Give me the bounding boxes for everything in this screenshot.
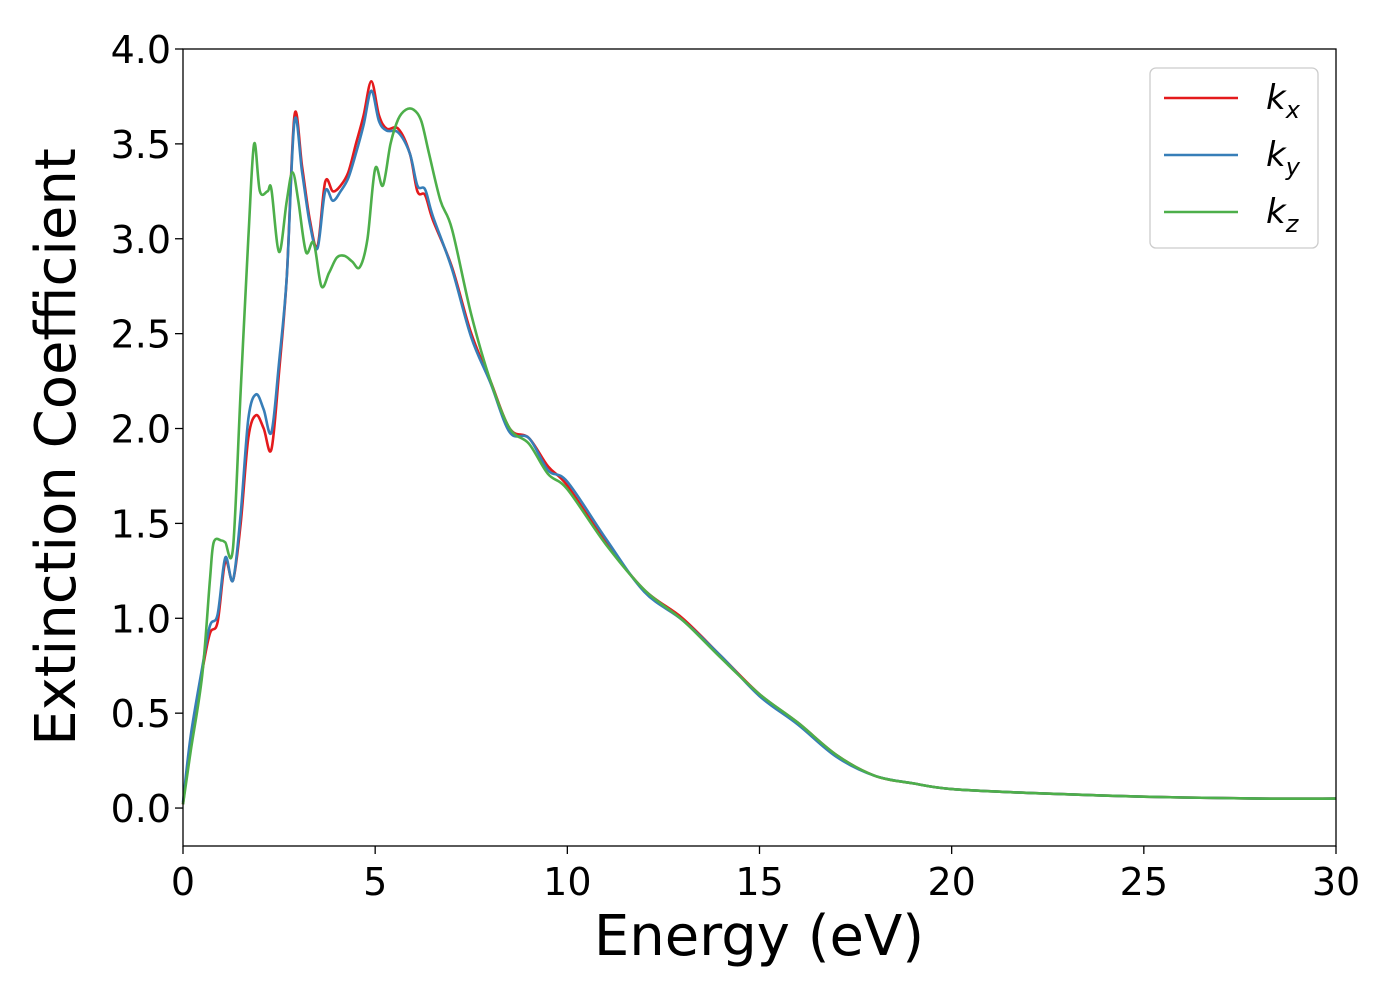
y-tick-label: 0.5 <box>111 692 171 736</box>
legend-label-base: k <box>1266 78 1287 118</box>
series-line-y <box>181 89 1337 803</box>
legend-label-y: ky <box>1266 135 1301 181</box>
y-tick-label: 1.0 <box>111 597 171 641</box>
y-tick-label: 4.0 <box>111 28 171 72</box>
x-axis-label: Energy (eV) <box>594 904 924 969</box>
legend-label-subscript: z <box>1285 210 1300 238</box>
legend-label-x: kx <box>1266 78 1301 124</box>
y-tick-label: 0.0 <box>111 787 171 831</box>
x-tick-label: 30 <box>1312 860 1360 904</box>
legend-label-subscript: x <box>1285 96 1301 124</box>
x-axis-ticks: 0 5 10 15 20 25 30 <box>171 846 1360 904</box>
x-tick-label: 15 <box>735 860 783 904</box>
x-tick-label: 5 <box>363 860 387 904</box>
legend-label-subscript: y <box>1285 153 1301 181</box>
x-tick-label: 25 <box>1120 860 1168 904</box>
legend-label-base: k <box>1266 135 1287 175</box>
series-line-z <box>181 107 1337 805</box>
y-tick-label: 2.5 <box>111 313 171 357</box>
x-tick-label: 20 <box>927 860 975 904</box>
y-tick-label: 2.0 <box>111 408 171 452</box>
y-tick-label: 1.5 <box>111 502 171 546</box>
x-tick-label: 0 <box>171 860 195 904</box>
legend-box <box>1149 67 1319 249</box>
legend-label-z: kz <box>1266 192 1300 238</box>
y-axis-ticks: 0.0 0.5 1.0 1.5 2.0 2.5 3.0 3.5 4.0 <box>111 28 183 831</box>
series-layer <box>181 80 1337 805</box>
y-axis-label: Extinction Coefficient <box>24 148 89 746</box>
y-tick-label: 3.0 <box>111 218 171 262</box>
x-tick-label: 10 <box>543 860 591 904</box>
legend-label-base: k <box>1266 192 1287 232</box>
y-tick-label: 3.5 <box>111 123 171 167</box>
plot-area <box>183 49 1336 846</box>
